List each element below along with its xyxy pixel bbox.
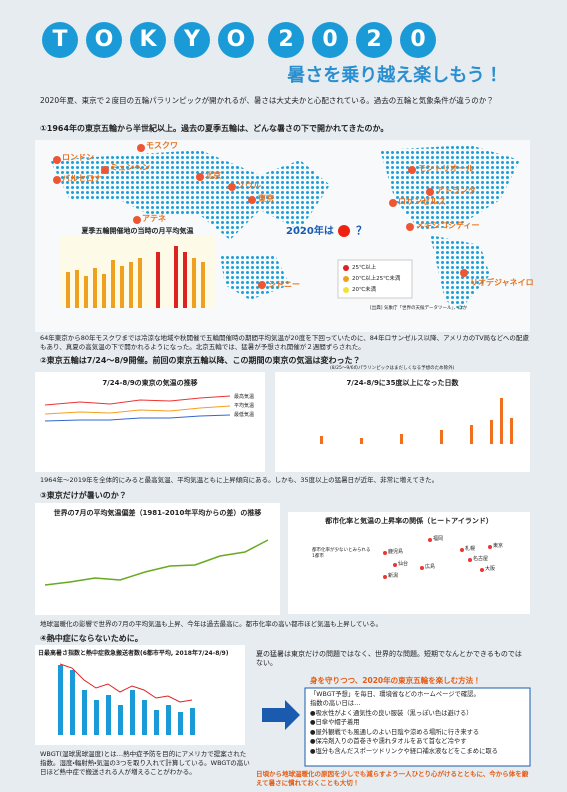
arrow xyxy=(262,700,300,730)
title-letter: 2 xyxy=(356,22,392,58)
city-label: ソウル xyxy=(237,181,261,190)
chart-d xyxy=(288,512,530,614)
tip: ●保冷剤入りの首巻きや濡れタオルをあて首など冷やす xyxy=(310,738,467,746)
inset-chart xyxy=(60,236,215,308)
point-label: 名古屋 xyxy=(473,556,489,562)
intro: 2020年夏、東京で２度目の五輪パラリンピックが開かれるが、暑さは大丈夫かと心配… xyxy=(40,96,494,105)
point-label: 広島 xyxy=(425,564,436,570)
line-high xyxy=(44,395,231,406)
question-mark: ？ xyxy=(356,224,367,237)
chart-title: 7/24-8/9の東京の気温の推移 xyxy=(102,379,198,387)
chart-b-bars xyxy=(320,398,513,444)
chart-title: 夏季五輪開催地の当時の月平均気温 xyxy=(81,227,194,235)
tip: ●吸水性がよく通気性の良い服装（黒っぽい色は避ける） xyxy=(310,709,473,717)
point-label: 札幌 xyxy=(465,546,476,552)
city-label: モスクワ xyxy=(146,141,178,150)
legend-item: 25℃以上 xyxy=(352,265,377,271)
legend-item: 最低気温 xyxy=(234,412,255,418)
chart-e-bars xyxy=(58,665,195,735)
heading: ④熱中症にならないために。 xyxy=(40,634,143,643)
tip: ●屋外観戦でも風通しのよい日陰や涼める場所に行き来する xyxy=(310,728,480,736)
line-mean xyxy=(44,405,231,415)
point-label: 鹿児島 xyxy=(388,549,404,555)
heading: ②東京五輪は7/24～8/9開催。前回の東京五輪以降、この期間の東京の気温は変わ… xyxy=(40,356,361,365)
line-anomaly xyxy=(44,539,269,586)
city-label: シドニー xyxy=(268,280,300,289)
body: 1964年～2019年を全体的にみると最高気温、平均気温ともに上昇傾向にある。し… xyxy=(40,476,439,484)
legend-item: 20℃以上25℃未満 xyxy=(352,276,401,282)
tip: ●塩分も含んだスポーツドリンクや経口補水液などをこまめに取る xyxy=(310,747,498,755)
tip: 指数の高い日は… xyxy=(310,700,361,708)
tips: 「WBGT予想」を毎日、環境省などのホームページで確認。 指数の高い日は… ●吸水性… xyxy=(310,690,528,756)
point-label: 仙台 xyxy=(398,561,409,567)
legend-item: 平均気温 xyxy=(234,403,255,409)
tips-box xyxy=(304,687,531,767)
chart-a xyxy=(35,372,265,472)
title-letter: 0 xyxy=(312,22,348,58)
subtitle: 暑さを乗り越え楽しもう！ xyxy=(287,65,503,86)
body: 地球温暖化の影響で世界の7月の平均気温も上昇、今年は過去最高に。都市化率の高い都… xyxy=(40,620,382,628)
chart-d-note: 都市化率が少ないとみられる1都市 xyxy=(312,548,371,560)
city-label: ロンドン xyxy=(62,153,94,162)
footer: 日頃から地球温暖化の原因を少しでも減らすよう一人ひとり心がけるとともに、今から体… xyxy=(256,770,529,787)
heading: ①1964年の東京五輪から半世紀以上。過去の夏季五輪は、どんな暑さの下で開かれて… xyxy=(40,124,389,133)
title-letter: O xyxy=(218,22,254,58)
point-label: 新潟 xyxy=(388,573,399,579)
title-letter: O xyxy=(86,22,122,58)
chart-b xyxy=(275,372,530,472)
body: 64年東京から80年モスクワまでは冷涼な地域や秋開催で五輪開催時の期間平均気温が… xyxy=(40,334,529,351)
chart-title: 世界の7月の平均気温偏差（1981-2010年平均からの差）の推移 xyxy=(53,509,262,517)
source: [出典] 気象庁「世界の天候データツール」、ほか xyxy=(370,306,468,311)
chart-title: 日最高暑さ指数と熱中症救急搬送者数(6都市平均, 2018年7/24-8/9) xyxy=(38,650,229,657)
title-letter: 0 xyxy=(400,22,436,58)
chart-e-line xyxy=(59,663,193,703)
city-label: ロサンゼルス xyxy=(398,197,446,206)
city-label: メキシコシティー xyxy=(416,221,480,230)
point-label: 大阪 xyxy=(485,566,496,572)
legend-box xyxy=(337,259,413,299)
box-heading: 身を守りつつ、2020年の東京五輪を楽しむ方法！ xyxy=(310,676,481,685)
point-label: 東京 xyxy=(493,543,504,549)
note: (8/25～9/6のパラリンピックはまだしくなる予想のため除外) xyxy=(330,366,455,371)
city-label: モントリオール xyxy=(418,164,474,173)
title-letter: K xyxy=(130,22,166,58)
chart-title: 7/24-8/9に35度以上になった日数 xyxy=(346,379,459,387)
legend: 最高気温平均気温最低気温 xyxy=(234,393,254,420)
city-label: ミュンヘン xyxy=(110,163,150,172)
title-letter: T xyxy=(42,22,78,58)
chart-e xyxy=(35,645,245,745)
australia xyxy=(220,255,290,300)
chart-c xyxy=(35,503,280,615)
south-america xyxy=(430,235,490,310)
legend-item: 最高気温 xyxy=(234,394,255,400)
right-text: 夏の猛暑は東京だけの問題ではなく、世界的な問題。短期でなんとかできるものではない… xyxy=(256,650,522,668)
city-label: アトランタ xyxy=(436,186,476,195)
line-low xyxy=(44,414,231,422)
title-letter: 2 xyxy=(268,22,304,58)
city-label: 北京 xyxy=(205,171,221,180)
heading: ③東京だけが暑いのか？ xyxy=(40,491,127,500)
legend-item: 20℃未満 xyxy=(352,287,377,293)
body: WBGT(湿球黒球温度)とは…熱中症予防を目的にアメリカで提案された指数。湿度・… xyxy=(40,750,250,776)
question: 2020年は xyxy=(286,226,334,237)
tip: ●日傘や帽子着用 xyxy=(310,719,360,727)
eurasia xyxy=(50,150,330,240)
chart-title: 都市化率と気温の上昇率の関係（ヒートアイランド） xyxy=(325,517,493,525)
inset-bars xyxy=(66,246,205,308)
title-letter: Y xyxy=(174,22,210,58)
city-label: リオデジャネイロ xyxy=(470,278,534,287)
tip: 「WBGT予想」を毎日、環境省などのホームページで確認。 xyxy=(310,691,480,698)
point-label: 福岡 xyxy=(433,536,444,542)
city-label: バルセロナ xyxy=(62,174,102,183)
city-markers xyxy=(53,144,468,289)
north-america xyxy=(380,145,520,230)
city-label: アテネ xyxy=(142,214,166,223)
city-label: 東京 xyxy=(258,194,274,203)
legend: 25℃以上 20℃以上25℃未満 20℃未満 xyxy=(352,263,400,296)
chart-d-points xyxy=(383,538,492,579)
